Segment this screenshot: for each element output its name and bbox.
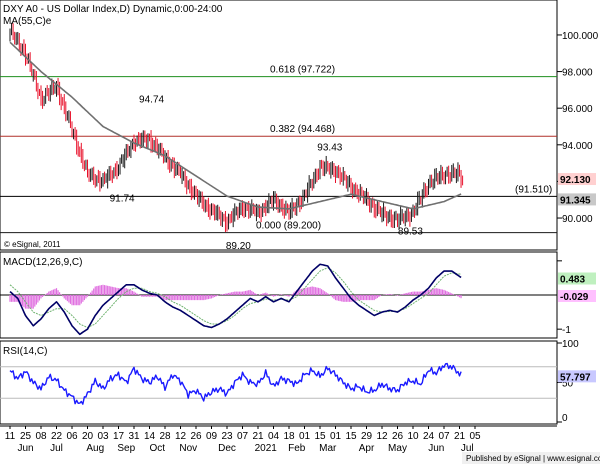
support-label: (91.510) [515, 184, 552, 195]
rsi-tick-label: 0 [562, 413, 568, 424]
x-tick-label: 15 [314, 431, 326, 442]
x-tick-label: 12 [175, 431, 187, 442]
x-tick-label: 26 [392, 431, 404, 442]
x-month-label: Apr [359, 443, 375, 454]
x-tick-label: 06 [66, 431, 78, 442]
price-tick-label: 98.000 [562, 68, 593, 79]
price-tick-label: 94.000 [562, 141, 593, 152]
price-tick-label: 96.000 [562, 104, 593, 115]
x-tick-label: 26 [190, 431, 202, 442]
x-tick-label: 20 [82, 431, 94, 442]
rsi-tick-label: 50 [562, 379, 574, 390]
x-tick-label: 01 [330, 431, 342, 442]
x-tick-label: 08 [35, 431, 47, 442]
rsi-lines [9, 362, 462, 405]
macd-hist-last-value-box [558, 290, 596, 302]
macd-lines [9, 263, 462, 336]
x-tick-label: 21 [454, 431, 466, 442]
x-tick-label: 09 [206, 431, 218, 442]
rsi-gridlines: 100 50 0 [0, 339, 579, 424]
ma-55-line [9, 41, 462, 210]
price-annotation: 91.74 [110, 194, 135, 205]
price-annotation: 89.53 [398, 227, 423, 238]
x-month-label: Aug [86, 443, 104, 454]
macd-hist-last-value: -0.029 [560, 292, 589, 303]
x-tick-label: 31 [128, 431, 140, 442]
copyright-label: © eSignal, 2011 [4, 240, 61, 249]
x-tick-label: 10 [407, 431, 419, 442]
x-tick-label: 28 [159, 431, 171, 442]
ma-last-value-box [558, 193, 596, 206]
x-tick-label: 21 [252, 431, 264, 442]
macd-tick-label: -1 [562, 325, 571, 336]
price-tick-label: 90.000 [562, 214, 593, 225]
footer-box [462, 452, 600, 464]
rsi-axis: 57.797 [558, 370, 596, 383]
x-month-label: Jun [428, 443, 444, 454]
rsi-line [9, 362, 462, 405]
price-tick-label: 100.000 [562, 31, 599, 42]
rsi-tick-label: 100 [562, 339, 579, 350]
x-month-label: Oct [149, 443, 165, 454]
x-tick-label: 25 [20, 431, 32, 442]
macd-axis: 0.483 -0.029 [558, 272, 596, 303]
x-month-label: Sep [117, 443, 135, 454]
price-annotation: 93.43 [317, 142, 342, 153]
x-tick-label: 11 [5, 431, 16, 442]
x-tick-label: 01 [299, 431, 311, 442]
price-annotation: 94.74 [139, 95, 164, 106]
price-gridlines: 90.000 94.000 96.000 98.000 100.000 0.618 (97… [0, 31, 599, 234]
price-pane: 90.000 94.000 96.000 98.000 100.000 0.618 (97… [0, 0, 599, 252]
fib-label: 0.000 (89.200) [256, 221, 321, 232]
x-tick-label: 04 [268, 431, 280, 442]
x-month-label: Feb [288, 443, 306, 454]
macd-line [9, 263, 462, 336]
x-month-label: May [388, 443, 407, 454]
ma-title: MA(55,C)e [3, 16, 52, 27]
x-month-label: Jun [17, 443, 33, 454]
x-tick-label: 23 [221, 431, 233, 442]
footer-label: Published by eSignal | www.esignal.com [466, 454, 600, 463]
price-pane-frame [0, 0, 558, 251]
macd-pane-title: MACD(12,26,9,C) [3, 257, 82, 268]
x-tick-label: 17 [113, 431, 125, 442]
x-tick-label: 05 [469, 431, 481, 442]
macd-pane: -1 0.483 -0.029 MACD(12,26,9,C) [0, 251, 596, 339]
macd-last-value-box [558, 272, 596, 285]
x-tick-label: 18 [283, 431, 295, 442]
x-tick-label: 07 [438, 431, 450, 442]
x-tick-label: 29 [361, 431, 373, 442]
x-month-label: Jul [50, 443, 63, 454]
price-lines [9, 41, 462, 210]
macd-last-value: 0.483 [560, 274, 585, 285]
rsi-pane: 100 50 0 57.797 RSI(14,C) [0, 339, 596, 425]
x-axis: 11 25 08 22 06 20 03 17 31 14 28 12 26 09 23 07 21 04 18 01… [0, 425, 557, 454]
rsi-last-value: 57.797 [560, 372, 591, 383]
x-tick-label: 14 [144, 431, 156, 442]
fib-label: 0.618 (97.722) [270, 65, 335, 76]
x-month-label: Nov [179, 443, 197, 454]
x-tick-label: 22 [51, 431, 63, 442]
x-tick-label: 12 [376, 431, 388, 442]
price-annotations: 94.74 91.74 93.43 89.20 89.53 92.130 91.345 [110, 95, 596, 252]
rsi-last-value-box [558, 370, 596, 383]
ma-last-value: 91.345 [560, 195, 591, 206]
x-tick-label: 07 [237, 431, 249, 442]
x-month-label: 2021 [255, 443, 278, 454]
x-month-label: Dec [218, 443, 236, 454]
x-tick-label: 24 [423, 431, 435, 442]
x-month-label: Jul [461, 443, 474, 454]
x-tick-label: 03 [97, 431, 109, 442]
price-annotation: 89.20 [226, 241, 251, 252]
fib-label: 0.382 (94.468) [270, 124, 335, 135]
price-last-value: 92.130 [560, 175, 591, 186]
price-last-value-box [558, 173, 596, 186]
x-month-label: Mar [319, 443, 337, 454]
x-tick-label: 15 [345, 431, 357, 442]
rsi-pane-title: RSI(14,C) [3, 346, 47, 357]
price-pane-title: DXY A0 - US Dollar Index,D) Dynamic,0:00… [3, 4, 223, 15]
